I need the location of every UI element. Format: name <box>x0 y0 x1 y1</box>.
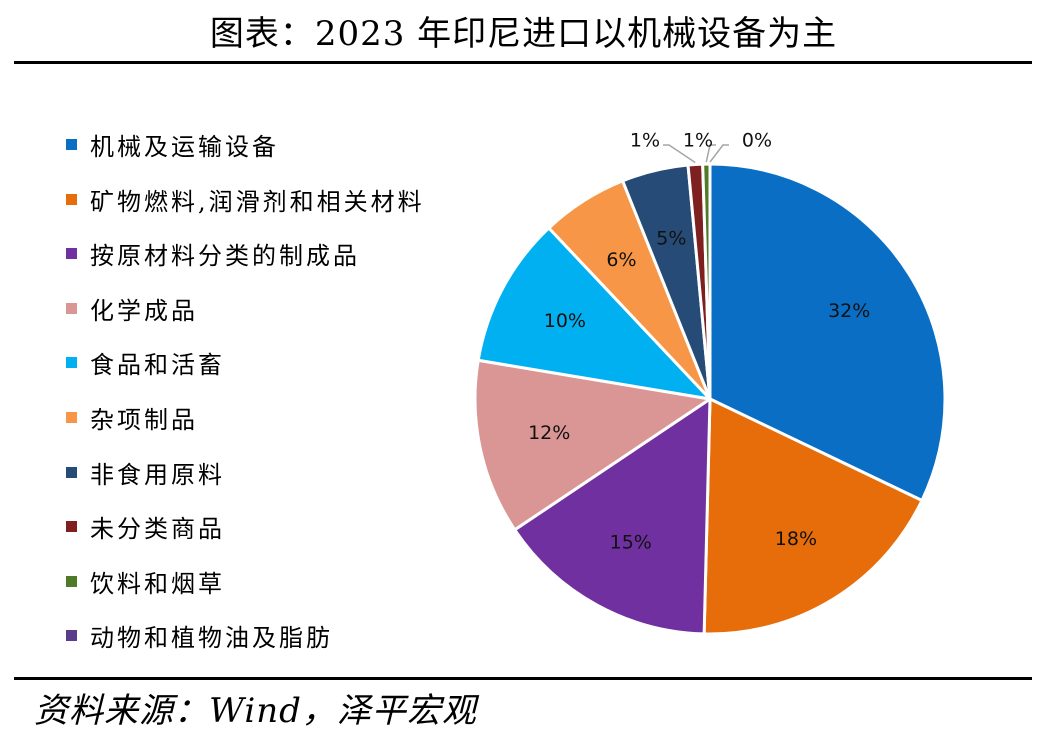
data-label: 1% <box>683 130 713 152</box>
legend-label: 按原材料分类的制成品 <box>90 242 360 271</box>
leader-line <box>663 144 696 164</box>
title-divider <box>14 61 1032 64</box>
pie-slice <box>708 162 947 502</box>
legend-label: 食品和活畜 <box>90 351 225 380</box>
legend-swatch <box>66 411 77 423</box>
data-label: 0% <box>742 130 772 152</box>
legend-label: 矿物燃料,润滑剂和相关材料 <box>90 187 425 216</box>
legend-swatch <box>66 248 77 260</box>
footer-divider <box>14 677 1032 680</box>
pie-slice <box>702 397 924 636</box>
data-label: 12% <box>528 422 570 444</box>
data-label: 18% <box>775 528 817 550</box>
chart-title: 图表：2023 年印尼进口以机械设备为主 <box>209 14 838 54</box>
legend-label: 饮料和烟草 <box>90 569 225 598</box>
legend-label: 化学成品 <box>90 296 198 325</box>
legend-swatch <box>66 139 77 150</box>
legend-swatch <box>66 630 77 642</box>
data-label: 1% <box>630 130 660 152</box>
pie-slice <box>513 397 712 636</box>
data-label: 32% <box>828 300 870 322</box>
source-note: 资料来源：Wind，泽平宏观 <box>34 691 477 731</box>
data-label: 5% <box>656 228 686 250</box>
pie-slice <box>473 358 712 532</box>
legend-label: 机械及运输设备 <box>90 133 279 161</box>
legend-swatch <box>66 357 77 369</box>
legend-label: 杂项制品 <box>90 405 198 434</box>
data-label: 6% <box>606 249 636 271</box>
legend-swatch <box>66 193 77 205</box>
data-label: 10% <box>544 310 586 332</box>
leader-line <box>705 144 716 163</box>
pie-slice <box>476 226 712 401</box>
legend-swatch <box>66 302 77 314</box>
pie-slice <box>701 162 712 401</box>
legend-label: 非食用原料 <box>90 460 225 489</box>
legend-label: 动物和植物油及脂肪 <box>90 624 333 653</box>
legend-swatch <box>66 466 77 478</box>
data-label: 15% <box>610 532 652 554</box>
legend-label: 未分类商品 <box>90 515 225 544</box>
legend-swatch <box>66 575 77 587</box>
legend-swatch <box>66 521 77 533</box>
leader-line <box>709 144 729 163</box>
